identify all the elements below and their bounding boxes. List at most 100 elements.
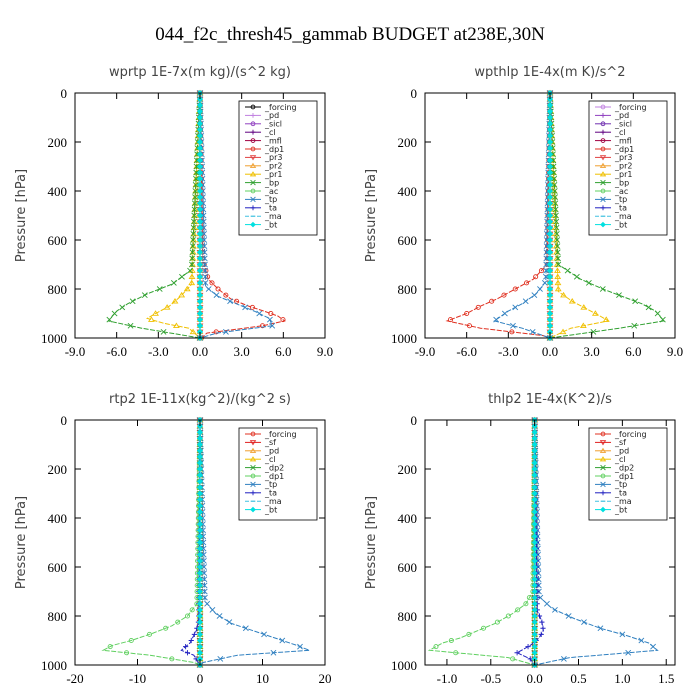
data-point bbox=[531, 588, 538, 595]
data-point bbox=[531, 459, 538, 466]
data-point bbox=[537, 594, 544, 601]
data-point bbox=[501, 292, 507, 298]
data-point bbox=[466, 631, 472, 637]
data-point bbox=[546, 151, 554, 158]
data-point bbox=[448, 637, 454, 644]
data-point bbox=[546, 120, 554, 127]
data-point bbox=[196, 594, 204, 601]
data-point bbox=[546, 145, 554, 152]
data-point bbox=[196, 273, 204, 280]
data-point bbox=[196, 631, 204, 638]
data-point bbox=[215, 286, 221, 292]
legend-label: _pr3 bbox=[264, 153, 282, 162]
data-point bbox=[268, 310, 274, 317]
data-point bbox=[184, 613, 191, 619]
data-point bbox=[196, 212, 204, 219]
data-point bbox=[200, 533, 207, 540]
series-line bbox=[427, 419, 536, 666]
data-point bbox=[203, 268, 209, 274]
y-tick-label: 200 bbox=[398, 135, 418, 150]
y-tick-label: 200 bbox=[48, 462, 68, 477]
series-line bbox=[493, 92, 551, 339]
data-point bbox=[163, 625, 169, 631]
y-tick-label: 0 bbox=[411, 413, 418, 428]
y-axis-label: Pressure [hPa] bbox=[364, 496, 379, 589]
data-point bbox=[196, 625, 204, 632]
series-ta bbox=[514, 417, 546, 668]
x-tick-label: 6.0 bbox=[625, 344, 641, 359]
data-point bbox=[546, 255, 554, 262]
data-point bbox=[279, 637, 286, 644]
legend: _forcing_pd_sicl_cl_mfl_dp1_pr3_pr2_pr1_… bbox=[588, 100, 668, 236]
series-line bbox=[516, 419, 544, 666]
data-point bbox=[196, 181, 204, 188]
legend-label: _sicl bbox=[614, 120, 632, 129]
data-point bbox=[546, 285, 554, 293]
data-point bbox=[546, 175, 554, 182]
data-point bbox=[196, 637, 204, 644]
data-point bbox=[510, 656, 516, 662]
legend-label: _ta bbox=[614, 489, 627, 498]
legend-marker bbox=[600, 196, 606, 203]
data-point bbox=[191, 218, 197, 225]
data-point bbox=[188, 273, 196, 280]
x-tick-label: 0.0 bbox=[192, 344, 208, 359]
legend-marker bbox=[600, 188, 606, 194]
data-point bbox=[531, 606, 538, 613]
data-point bbox=[555, 261, 562, 268]
data-point bbox=[654, 310, 661, 317]
legend-label: _tp bbox=[614, 195, 627, 204]
data-point bbox=[141, 292, 148, 299]
legend-marker bbox=[599, 171, 607, 177]
data-point bbox=[531, 557, 538, 564]
series-bt bbox=[546, 89, 554, 342]
y-tick-label: 800 bbox=[48, 609, 68, 624]
data-point bbox=[512, 286, 518, 292]
y-tick-label: 400 bbox=[48, 511, 68, 526]
data-point bbox=[201, 582, 208, 589]
data-point bbox=[493, 316, 500, 323]
data-point bbox=[480, 625, 487, 631]
data-point bbox=[242, 625, 249, 632]
data-point bbox=[196, 298, 204, 305]
data-point bbox=[209, 606, 216, 613]
data-point bbox=[183, 285, 191, 292]
data-point bbox=[196, 218, 204, 225]
data-point bbox=[270, 649, 277, 656]
data-point bbox=[200, 200, 207, 207]
data-point bbox=[196, 551, 204, 558]
data-point bbox=[551, 181, 558, 188]
data-point bbox=[216, 613, 223, 619]
data-point bbox=[196, 114, 204, 121]
data-point bbox=[106, 316, 113, 323]
data-point bbox=[541, 279, 548, 286]
data-point bbox=[524, 280, 530, 286]
data-point bbox=[147, 316, 155, 322]
data-point bbox=[546, 181, 554, 188]
data-point bbox=[581, 619, 587, 626]
series-bp bbox=[106, 90, 203, 341]
data-point bbox=[226, 619, 233, 626]
data-point bbox=[191, 206, 198, 213]
data-point bbox=[553, 224, 560, 231]
data-point bbox=[555, 255, 561, 262]
data-point bbox=[538, 268, 544, 274]
legend-label: _forcing bbox=[264, 430, 297, 439]
data-point bbox=[544, 600, 550, 607]
series-line bbox=[199, 92, 286, 339]
data-point bbox=[546, 102, 554, 109]
data-point bbox=[124, 650, 130, 656]
data-point bbox=[560, 291, 567, 298]
data-point bbox=[559, 328, 567, 335]
legend-label: _dp2 bbox=[614, 463, 634, 472]
y-axis-label: Pressure [hPa] bbox=[364, 169, 379, 262]
data-point bbox=[560, 655, 567, 662]
legend-label: _pd bbox=[264, 447, 279, 456]
panel-title: wpthlp 1E-4x(m K)/s^2 bbox=[474, 65, 625, 80]
data-point bbox=[196, 322, 204, 329]
data-point bbox=[297, 643, 303, 650]
y-tick-label: 200 bbox=[48, 135, 68, 150]
data-point bbox=[489, 298, 495, 304]
legend-label: _pd bbox=[264, 111, 279, 120]
legend-marker bbox=[250, 473, 256, 479]
